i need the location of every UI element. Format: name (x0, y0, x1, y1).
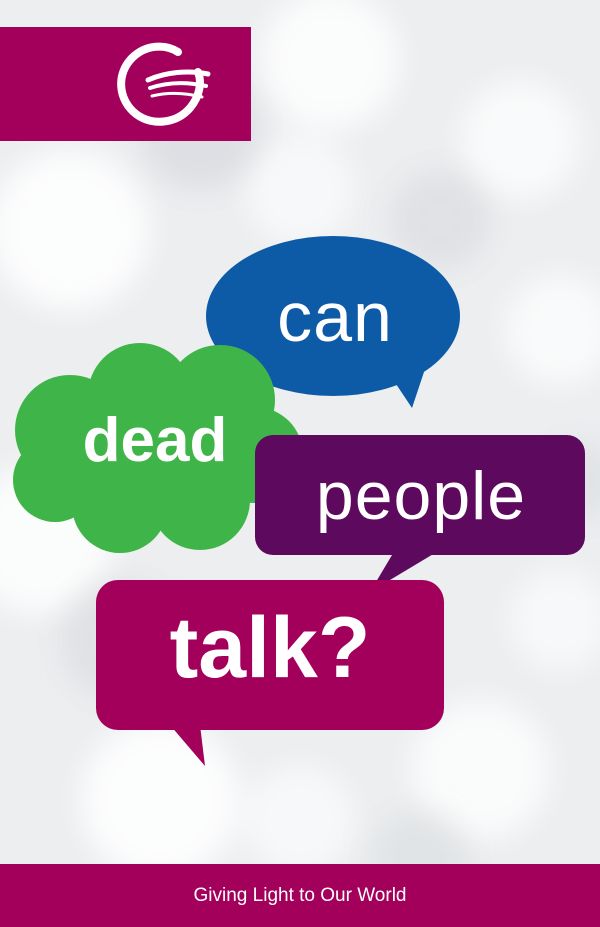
bubble-text-people: people (315, 458, 527, 534)
magenta-speech-bubble (96, 580, 444, 766)
green-cloud-bubble (13, 343, 303, 553)
bubble-text-can: can (277, 278, 393, 356)
swirl-g-logo-icon (117, 42, 211, 126)
blue-speech-bubble (206, 236, 460, 408)
bubble-text-talk: talk? (169, 600, 371, 696)
logo-banner (0, 27, 251, 141)
bubble-text-dead: dead (82, 406, 228, 475)
footer-tagline: Giving Light to Our World (193, 884, 407, 906)
footer-banner: Giving Light to Our World (0, 864, 600, 927)
